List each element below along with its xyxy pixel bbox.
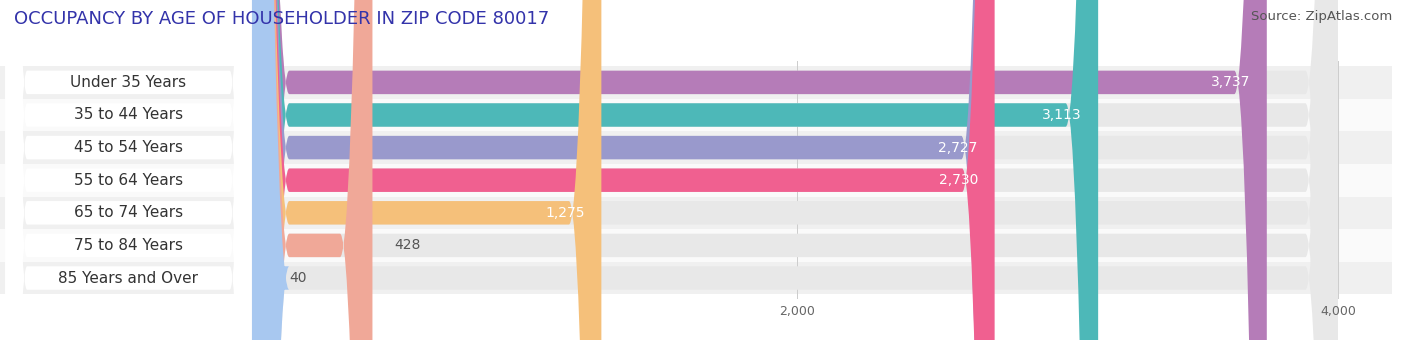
FancyBboxPatch shape — [257, 0, 1339, 340]
Text: Under 35 Years: Under 35 Years — [70, 75, 187, 90]
FancyBboxPatch shape — [257, 0, 602, 340]
FancyBboxPatch shape — [0, 164, 1392, 197]
FancyBboxPatch shape — [0, 131, 1392, 164]
Text: 40: 40 — [290, 271, 307, 285]
FancyBboxPatch shape — [6, 0, 252, 340]
FancyBboxPatch shape — [0, 66, 1392, 99]
FancyBboxPatch shape — [6, 0, 252, 340]
FancyBboxPatch shape — [6, 0, 252, 340]
Text: 3,113: 3,113 — [1042, 108, 1083, 122]
FancyBboxPatch shape — [257, 0, 1098, 340]
FancyBboxPatch shape — [235, 0, 290, 340]
Text: 2,730: 2,730 — [939, 173, 979, 187]
FancyBboxPatch shape — [6, 0, 252, 340]
FancyBboxPatch shape — [6, 0, 252, 340]
Text: 45 to 54 Years: 45 to 54 Years — [75, 140, 183, 155]
Text: 55 to 64 Years: 55 to 64 Years — [75, 173, 183, 188]
FancyBboxPatch shape — [257, 0, 1339, 340]
FancyBboxPatch shape — [257, 0, 1267, 340]
Text: 2,727: 2,727 — [938, 141, 977, 155]
Text: 3,737: 3,737 — [1211, 75, 1250, 89]
FancyBboxPatch shape — [257, 0, 1339, 340]
FancyBboxPatch shape — [257, 0, 994, 340]
FancyBboxPatch shape — [0, 197, 1392, 229]
FancyBboxPatch shape — [0, 99, 1392, 131]
FancyBboxPatch shape — [257, 0, 994, 340]
FancyBboxPatch shape — [6, 0, 252, 340]
Text: 75 to 84 Years: 75 to 84 Years — [75, 238, 183, 253]
FancyBboxPatch shape — [0, 229, 1392, 262]
FancyBboxPatch shape — [6, 0, 252, 340]
Text: 65 to 74 Years: 65 to 74 Years — [75, 205, 183, 220]
Text: OCCUPANCY BY AGE OF HOUSEHOLDER IN ZIP CODE 80017: OCCUPANCY BY AGE OF HOUSEHOLDER IN ZIP C… — [14, 10, 550, 28]
Text: 1,275: 1,275 — [546, 206, 585, 220]
Text: 35 to 44 Years: 35 to 44 Years — [75, 107, 183, 122]
FancyBboxPatch shape — [257, 0, 1339, 340]
FancyBboxPatch shape — [257, 0, 1339, 340]
FancyBboxPatch shape — [257, 0, 1339, 340]
Text: 85 Years and Over: 85 Years and Over — [59, 271, 198, 286]
Text: 428: 428 — [394, 238, 420, 252]
Text: Source: ZipAtlas.com: Source: ZipAtlas.com — [1251, 10, 1392, 23]
FancyBboxPatch shape — [257, 0, 1339, 340]
FancyBboxPatch shape — [257, 0, 373, 340]
FancyBboxPatch shape — [0, 262, 1392, 294]
